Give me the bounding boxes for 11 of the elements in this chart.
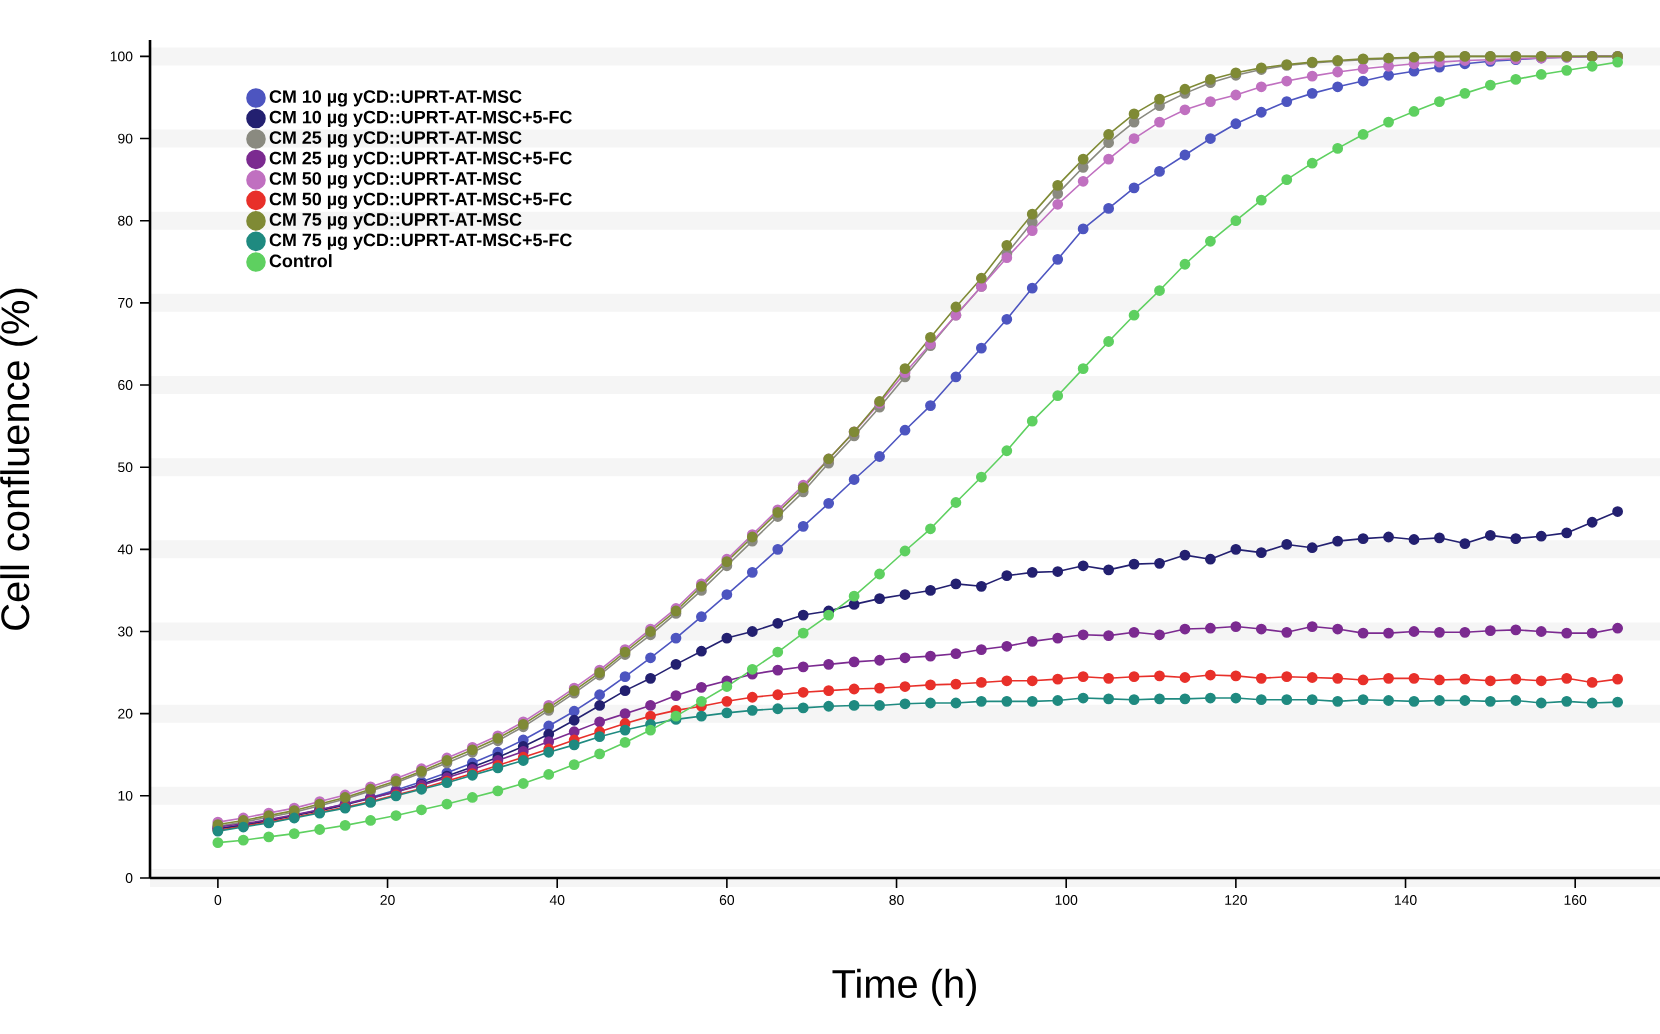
x-axis-title: Time (h): [832, 968, 976, 1006]
legend-label: CM 75 µg yCD::UPRT-AT-MSC+5-FC: [269, 233, 572, 250]
legend-label: CM 75 µg yCD::UPRT-AT-MSC: [269, 213, 522, 230]
legend-label: CM 10 µg yCD::UPRT-AT-MSC: [269, 90, 522, 107]
legend-label: CM 50 µg yCD::UPRT-AT-MSC+5-FC: [269, 192, 572, 209]
legend-label: CM 25 µg yCD::UPRT-AT-MSC: [269, 131, 522, 148]
legend-label: CM 25 µg yCD::UPRT-AT-MSC+5-FC: [269, 151, 572, 169]
legend-label: Control: [269, 254, 332, 268]
legend-label: CM 10 µg yCD::UPRT-AT-MSC+5-FC: [269, 110, 572, 128]
legend-label: CM 50 µg yCD::UPRT-AT-MSC: [269, 172, 522, 189]
y-axis-title: Cell confluence (%): [0, 288, 38, 630]
